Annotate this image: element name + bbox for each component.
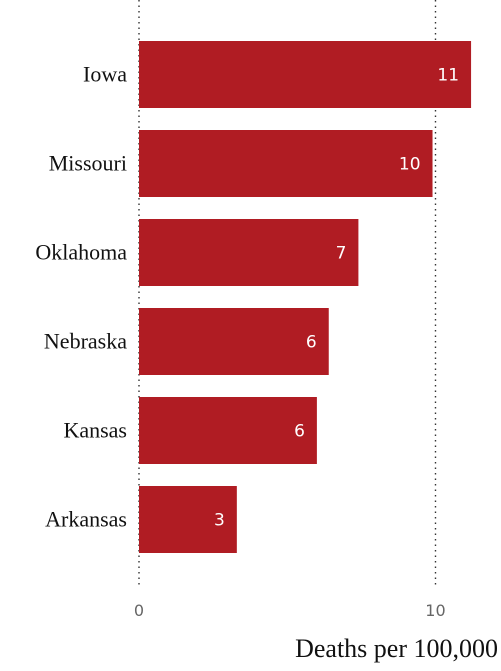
data-labels: 11 10 7 6 6 3: [214, 66, 459, 531]
category-label-oklahoma: Oklahoma: [35, 240, 127, 265]
data-label-kansas: 6: [294, 422, 305, 442]
bar-iowa: [139, 41, 472, 108]
bar-nebraska: [139, 308, 329, 375]
x-axis-title: Deaths per 100,000: [295, 634, 498, 663]
bar-kansas: [139, 397, 317, 464]
bar-arkansas: [139, 486, 237, 553]
data-label-oklahoma: 7: [336, 244, 347, 264]
data-label-missouri: 10: [399, 155, 421, 175]
x-tick-labels: 0 10: [134, 601, 446, 620]
category-label-arkansas: Arkansas: [45, 507, 127, 532]
category-label-nebraska: Nebraska: [44, 329, 127, 354]
data-label-arkansas: 3: [214, 511, 225, 531]
bar-missouri: [139, 130, 433, 197]
bars: [139, 41, 472, 553]
x-tick-label-10: 10: [425, 601, 445, 620]
bar-oklahoma: [139, 219, 359, 286]
category-label-missouri: Missouri: [49, 151, 127, 176]
category-label-kansas: Kansas: [63, 418, 127, 443]
data-label-nebraska: 6: [306, 333, 317, 353]
x-tick-label-0: 0: [134, 601, 144, 620]
data-label-iowa: 11: [437, 66, 459, 86]
category-labels: Iowa Missouri Oklahoma Nebraska Kansas Arkans…: [35, 62, 127, 532]
category-label-iowa: Iowa: [83, 62, 127, 87]
